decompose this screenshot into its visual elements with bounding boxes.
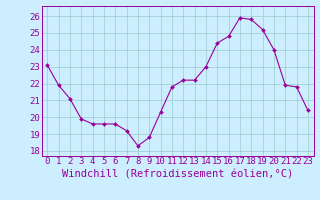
X-axis label: Windchill (Refroidissement éolien,°C): Windchill (Refroidissement éolien,°C) [62,169,293,179]
